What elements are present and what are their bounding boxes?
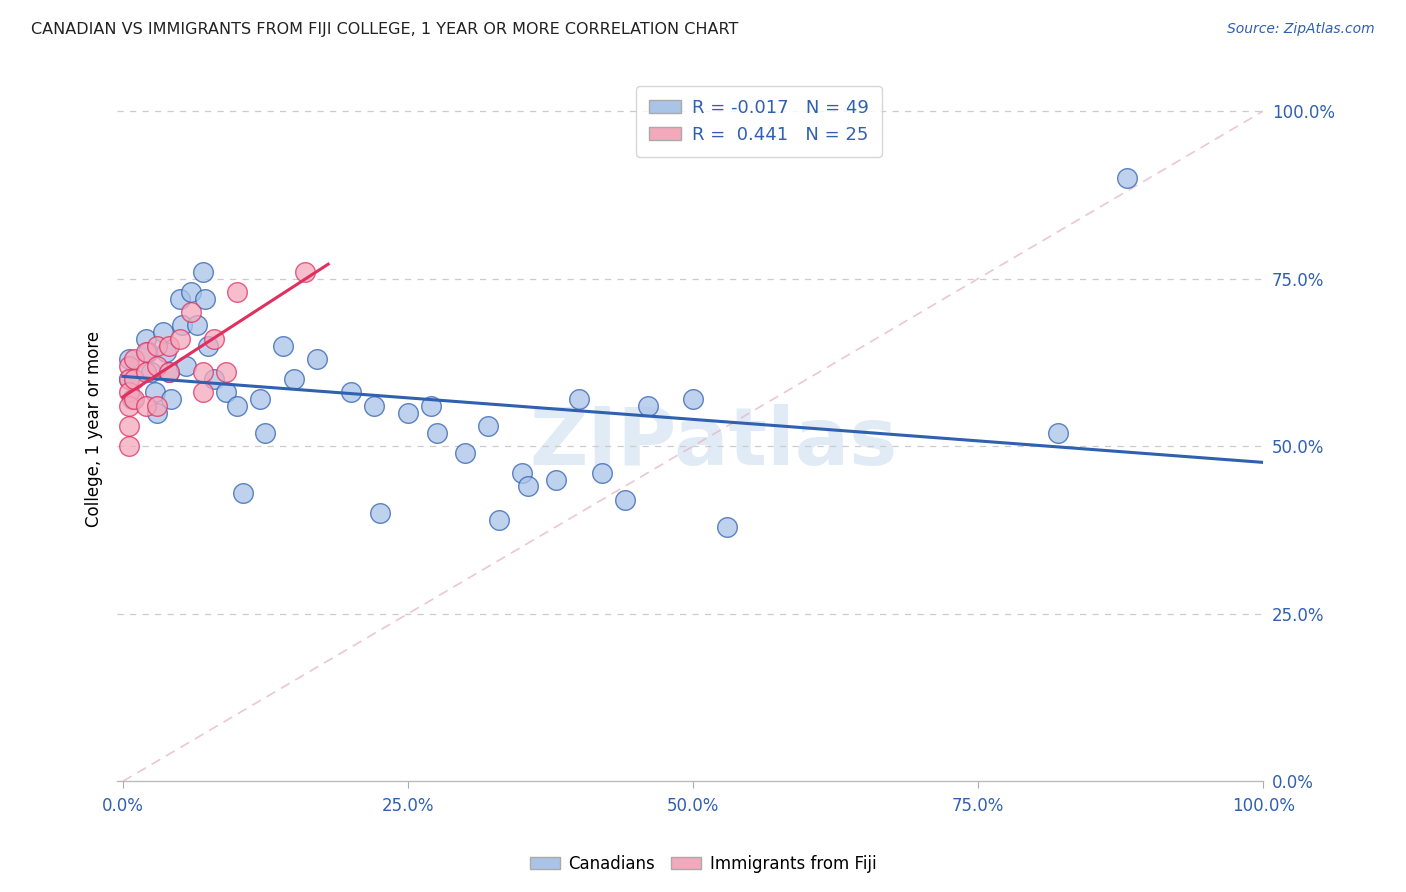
Point [117,372,139,386]
Point [1115,171,1137,186]
Point [368,506,391,520]
Text: ZIPatlas: ZIPatlas [529,404,897,483]
Point [117,385,139,400]
Point [363,399,385,413]
Point [117,372,139,386]
Point [117,351,139,366]
Point [477,419,499,434]
Point [488,513,510,527]
Point [157,365,180,379]
Point [425,425,447,440]
Point [191,365,214,379]
Point [305,351,328,366]
Point [155,345,177,359]
Point [232,486,254,500]
Point [121,392,143,407]
Point [146,406,169,420]
Point [180,305,202,319]
Point [180,285,202,299]
Text: CANADIAN VS IMMIGRANTS FROM FIJI COLLEGE, 1 YEAR OR MORE CORRELATION CHART: CANADIAN VS IMMIGRANTS FROM FIJI COLLEGE… [31,22,738,37]
Point [124,372,146,386]
Text: Source: ZipAtlas.com: Source: ZipAtlas.com [1227,22,1375,37]
Point [716,519,738,533]
Point [146,359,169,373]
Point [117,359,139,373]
Point [226,285,249,299]
Point [546,473,568,487]
Point [135,399,157,413]
Point [146,338,169,352]
Point [516,479,538,493]
Point [124,351,146,366]
Point [249,392,271,407]
Point [174,359,197,373]
Point [202,332,225,346]
Point [637,399,659,413]
Point [157,365,180,379]
Point [124,392,146,407]
Y-axis label: College, 1 year or more: College, 1 year or more [86,331,103,527]
Point [141,365,163,379]
Point [191,265,214,279]
Point [152,325,174,339]
Point [135,332,157,346]
Point [135,345,157,359]
Legend: R = -0.017   N = 49, R =  0.441   N = 25: R = -0.017 N = 49, R = 0.441 N = 25 [637,87,882,157]
Point [191,385,214,400]
Point [283,372,305,386]
Point [202,372,225,386]
Point [146,399,169,413]
Point [214,365,236,379]
Point [186,318,208,333]
Point [568,392,591,407]
Point [396,406,419,420]
Point [682,392,704,407]
Point [172,318,194,333]
Point [117,439,139,453]
Point [1047,425,1070,440]
Legend: Canadians, Immigrants from Fiji: Canadians, Immigrants from Fiji [523,848,883,880]
Point [214,385,236,400]
Point [117,399,139,413]
Point [510,466,533,480]
Point [159,392,181,407]
Point [197,338,219,352]
Point [169,292,191,306]
Point [454,446,477,460]
Point [136,345,159,359]
Point [294,265,316,279]
Point [254,425,277,440]
Point [226,399,249,413]
Point [143,385,166,400]
Point [117,419,139,434]
Point [194,292,217,306]
Point [340,385,363,400]
Point [157,338,180,352]
Point [419,399,441,413]
Point [613,492,636,507]
Point [135,365,157,379]
Point [591,466,613,480]
Point [271,338,294,352]
Point [169,332,191,346]
